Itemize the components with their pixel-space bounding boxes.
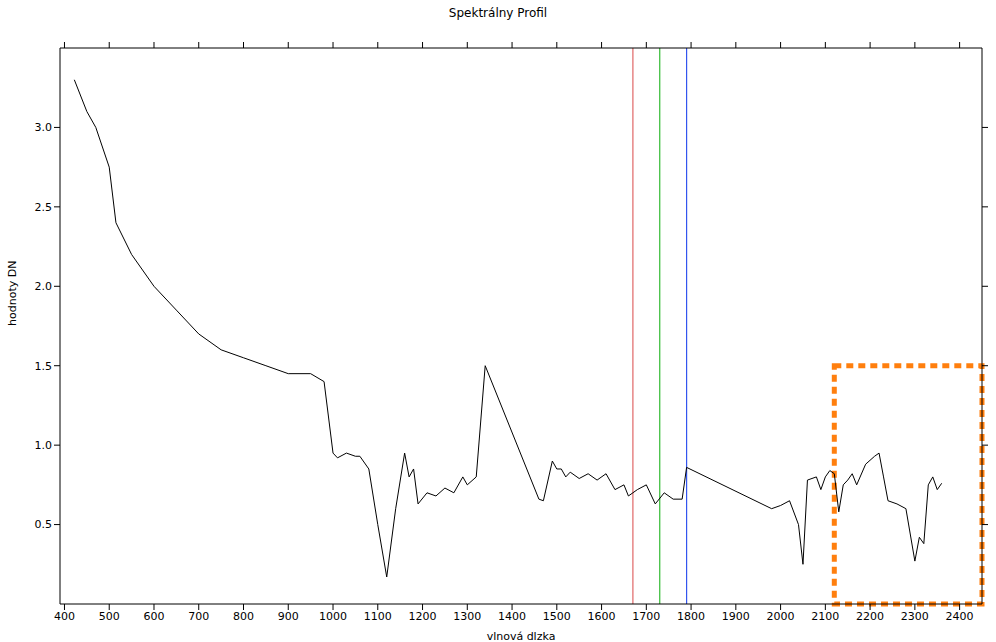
svg-text:1000: 1000 [319, 610, 347, 623]
svg-text:2300: 2300 [901, 610, 929, 623]
svg-text:1.5: 1.5 [35, 360, 53, 373]
svg-text:2100: 2100 [811, 610, 839, 623]
svg-text:1800: 1800 [677, 610, 705, 623]
svg-text:2.5: 2.5 [35, 201, 53, 214]
svg-text:1200: 1200 [409, 610, 437, 623]
svg-text:500: 500 [99, 610, 120, 623]
svg-text:1.0: 1.0 [35, 439, 53, 452]
svg-text:1900: 1900 [722, 610, 750, 623]
svg-text:1100: 1100 [364, 610, 392, 623]
svg-text:2400: 2400 [946, 610, 974, 623]
svg-text:2.0: 2.0 [35, 280, 53, 293]
svg-text:1400: 1400 [498, 610, 526, 623]
svg-text:hodnoty DN: hodnoty DN [6, 261, 19, 326]
svg-text:1700: 1700 [632, 610, 660, 623]
svg-text:vlnová dlzka: vlnová dlzka [487, 630, 556, 642]
svg-text:1600: 1600 [588, 610, 616, 623]
svg-text:0.5: 0.5 [35, 518, 53, 531]
svg-text:400: 400 [54, 610, 75, 623]
svg-text:2000: 2000 [767, 610, 795, 623]
svg-text:600: 600 [143, 610, 164, 623]
svg-text:1300: 1300 [453, 610, 481, 623]
svg-text:3.0: 3.0 [35, 121, 53, 134]
svg-text:700: 700 [188, 610, 209, 623]
svg-text:2200: 2200 [856, 610, 884, 623]
svg-text:1500: 1500 [543, 610, 571, 623]
html-text:Spektrálny Profil: Spektrálny Profil [448, 6, 548, 20]
svg-text:800: 800 [233, 610, 254, 623]
svg-text:900: 900 [278, 610, 299, 623]
